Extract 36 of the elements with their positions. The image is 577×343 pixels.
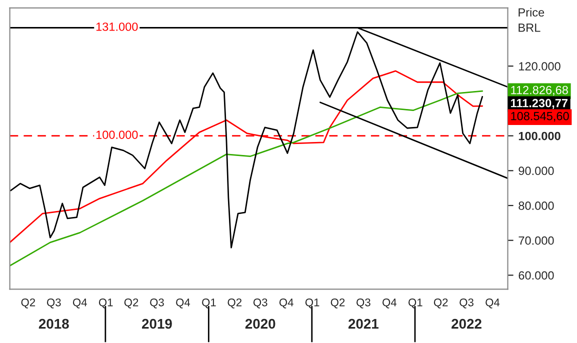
y-tick-label: 60.000 xyxy=(518,271,554,280)
ref-line-label: 131.000 xyxy=(96,22,138,31)
x-tick-label: Q2 xyxy=(124,298,138,308)
x-tick-label: Q3 xyxy=(46,298,61,308)
x-tick-label: Q4 xyxy=(486,298,500,308)
x-tick-label: Q2 xyxy=(228,298,242,308)
y-tick-label: 120.000 xyxy=(519,62,560,70)
x2-tick-label: 2018 xyxy=(38,318,69,329)
ref-line-label: 100.000 xyxy=(96,130,138,139)
annotation: 108.545,60 xyxy=(511,112,569,122)
x-tick-label: Q3 xyxy=(356,298,370,308)
x-tick-label: Q1 xyxy=(202,298,216,308)
annotation: 112.826,68 xyxy=(511,86,568,96)
x-tick-label: Q4 xyxy=(72,298,87,308)
x2-tick-label: 2019 xyxy=(142,318,172,329)
annotation: 111.230,77 xyxy=(510,98,568,109)
y-tick-label: 70.000 xyxy=(518,236,554,245)
x-tick-label: Q2 xyxy=(21,298,36,308)
y-tick-label: 80.000 xyxy=(518,202,554,210)
y-tick-label: 100.000 xyxy=(518,132,560,140)
x-tick-label: Q1 xyxy=(305,298,320,308)
x-tick-label: Q2 xyxy=(434,298,448,308)
x2-tick-label: 2020 xyxy=(245,318,276,329)
x-tick-label: Q4 xyxy=(176,298,190,308)
x-tick-label: Q3 xyxy=(253,298,268,308)
x-tick-label: Q4 xyxy=(279,298,294,308)
x-tick-label: Q3 xyxy=(150,298,164,308)
x-tick-label: Q1 xyxy=(98,298,113,308)
x-tick-label: Q1 xyxy=(408,298,422,308)
y-axis-title: Price BRL xyxy=(518,8,544,32)
x-tick-label: Q2 xyxy=(330,298,345,308)
x2-tick-label: 2022 xyxy=(452,318,482,329)
x2-tick-label: 2021 xyxy=(348,318,378,329)
y-tick-label: 90.000 xyxy=(518,166,554,176)
x-tick-label: Q3 xyxy=(460,298,474,308)
x-tick-label: Q4 xyxy=(382,298,396,308)
